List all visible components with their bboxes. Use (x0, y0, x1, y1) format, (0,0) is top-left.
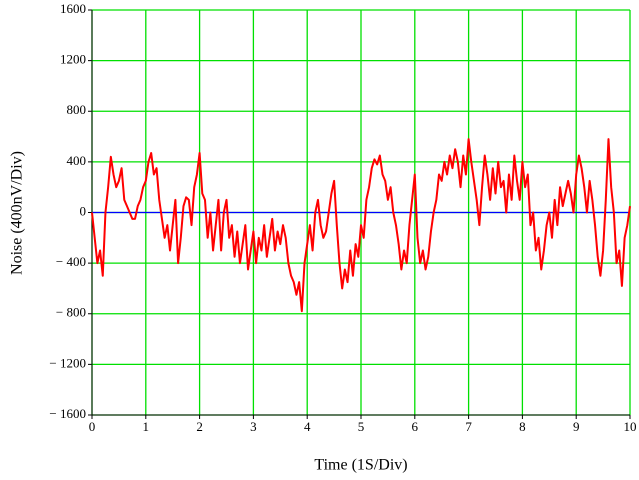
y-axis-title: Noise (400nV/Div) (9, 151, 26, 275)
x-tick-label: 10 (624, 419, 637, 434)
x-tick-label: 5 (358, 419, 365, 434)
y-tick-label: − 1600 (49, 406, 86, 421)
y-tick-label: − 800 (56, 305, 86, 320)
x-tick-label: 2 (196, 419, 203, 434)
y-tick-label: 1200 (60, 52, 86, 67)
x-tick-label: 8 (519, 419, 526, 434)
y-tick-label: 800 (67, 102, 87, 117)
x-tick-label: 3 (250, 419, 257, 434)
y-tick-label: − 400 (56, 254, 86, 269)
y-tick-label: 1600 (60, 1, 86, 16)
x-tick-label: 1 (143, 419, 150, 434)
y-tick-label: 400 (67, 153, 87, 168)
x-tick-label: 9 (573, 419, 580, 434)
x-axis-title: Time (1S/Div) (314, 457, 407, 474)
x-tick-label: 7 (465, 419, 472, 434)
x-tick-label: 6 (412, 419, 419, 434)
y-tick-label: − 1200 (49, 355, 86, 370)
x-tick-label: 4 (304, 419, 311, 434)
y-tick-label: 0 (80, 203, 87, 218)
x-tick-label: 0 (89, 419, 96, 434)
data-line (91, 138, 631, 313)
